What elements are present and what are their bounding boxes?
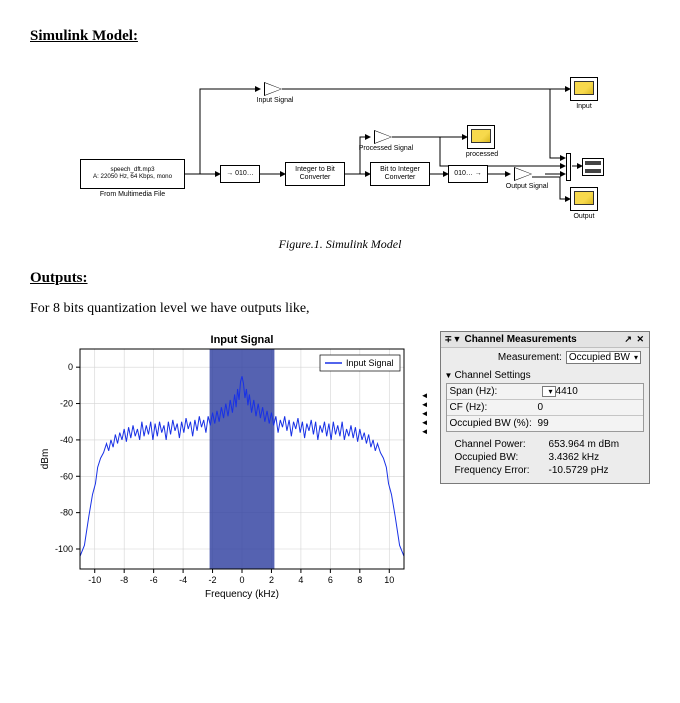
dropdown-measurement[interactable]: Occupied BW ▾: [566, 351, 641, 364]
field-obw-pct[interactable]: 99: [538, 418, 640, 429]
svg-text:-8: -8: [120, 575, 128, 585]
scope-processed: [467, 125, 495, 149]
channel-settings-table: Span (Hz): ▾ 4410 CF (Hz): 0 Occupied BW…: [446, 383, 644, 432]
channel-measurements-panel: ∓ ▼ Channel Measurements ↗ ✕ Measurement…: [440, 331, 650, 484]
field-span[interactable]: 4410: [556, 386, 640, 397]
svg-text:-60: -60: [60, 471, 73, 481]
svg-text:8: 8: [357, 575, 362, 585]
svg-text:dBm: dBm: [40, 449, 51, 470]
svg-text:Frequency (kHz): Frequency (kHz): [205, 589, 279, 599]
block-bit2int: Bit to Integer Converter: [370, 162, 430, 186]
svg-text:6: 6: [328, 575, 333, 585]
triangle-down-icon: ▼: [445, 371, 453, 380]
chevron-down-icon: ▾: [634, 353, 638, 362]
label-ferr: Frequency Error:: [455, 465, 549, 476]
svg-text:-100: -100: [55, 544, 73, 554]
gain-output: [514, 167, 532, 181]
label-cf: CF (Hz):: [450, 402, 538, 413]
label-output-gain: Output Signal: [502, 183, 552, 191]
value-ferr: -10.5729 pHz: [549, 465, 643, 476]
label-processed-gain: Processed Signal: [356, 145, 416, 153]
block-source: speech_dft.mp3 A: 22050 Hz, 64 Kbps, mon…: [80, 159, 185, 189]
panel-title-text: Channel Measurements: [464, 334, 576, 345]
svg-text:Input Signal: Input Signal: [346, 358, 394, 368]
label-span: Span (Hz):: [450, 386, 538, 397]
svg-text:-40: -40: [60, 435, 73, 445]
chevron-down-icon: ▾: [549, 387, 553, 396]
label-scope-input: Input: [570, 103, 598, 111]
simulink-diagram: speech_dft.mp3 A: 22050 Hz, 64 Kbps, mon…: [70, 59, 610, 229]
dropdown-measurement-value: Occupied BW: [569, 352, 630, 363]
value-chpower: 653.964 m dBm: [549, 439, 643, 450]
svg-text:2: 2: [269, 575, 274, 585]
block-quantizer: → 010…: [220, 165, 260, 183]
block-dequant: 010… →: [448, 165, 488, 183]
svg-text:-10: -10: [88, 575, 101, 585]
gain-processed: [374, 130, 392, 144]
panel-arrow-strip: ◄◄◄◄◄: [420, 331, 430, 436]
svg-text:0: 0: [68, 362, 73, 372]
svg-text:0: 0: [239, 575, 244, 585]
heading-simulink: Simulink Model:: [30, 28, 650, 45]
heading-outputs: Outputs:: [30, 270, 650, 287]
panel-title-bar: ∓ ▼ Channel Measurements ↗ ✕: [441, 332, 649, 348]
outputs-intro-text: For 8 bits quantization level we have ou…: [30, 301, 650, 317]
label-obw-pct: Occupied BW (%):: [450, 418, 538, 429]
label-chpower: Channel Power:: [455, 439, 549, 450]
channel-settings-label: Channel Settings: [454, 370, 530, 381]
figure1-caption: Figure.1. Simulink Model: [30, 237, 650, 252]
svg-text:-80: -80: [60, 508, 73, 518]
label-input-gain: Input Signal: [250, 97, 300, 105]
label-scope-processed: processed: [460, 151, 504, 159]
label-scope-output: Output: [570, 213, 598, 221]
svg-text:-2: -2: [209, 575, 217, 585]
svg-text:-20: -20: [60, 399, 73, 409]
svg-text:Input Signal: Input Signal: [211, 334, 274, 346]
block-mux: [566, 153, 571, 181]
spectrum-plot: -10-8-6-4-202468100-20-40-60-80-100Input…: [36, 331, 410, 599]
field-cf[interactable]: 0: [538, 402, 640, 413]
label-obw: Occupied BW:: [455, 452, 549, 463]
caption-source: From Multimedia File: [80, 191, 185, 199]
svg-text:4: 4: [298, 575, 303, 585]
gain-input: [264, 82, 282, 96]
block-int2bit: Integer to Bit Converter: [285, 162, 345, 186]
svg-text:10: 10: [384, 575, 394, 585]
diagram-wires: [70, 59, 610, 229]
value-obw: 3.4362 kHz: [549, 452, 643, 463]
scope-output: [570, 187, 598, 211]
svg-text:-6: -6: [150, 575, 158, 585]
dropdown-span-unit[interactable]: ▾: [542, 386, 556, 397]
label-measurement: Measurement:: [498, 352, 562, 363]
panel-expand-close-icons[interactable]: ↗ ✕: [624, 334, 645, 345]
channel-settings-header[interactable]: ▼Channel Settings: [441, 367, 649, 383]
panel-pin-icons: ∓ ▼: [445, 334, 461, 345]
svg-text:-4: -4: [179, 575, 187, 585]
scope-input: [570, 77, 598, 101]
scope-compare: [582, 158, 604, 176]
readout-block: Channel Power:653.964 m dBm Occupied BW:…: [441, 436, 649, 483]
